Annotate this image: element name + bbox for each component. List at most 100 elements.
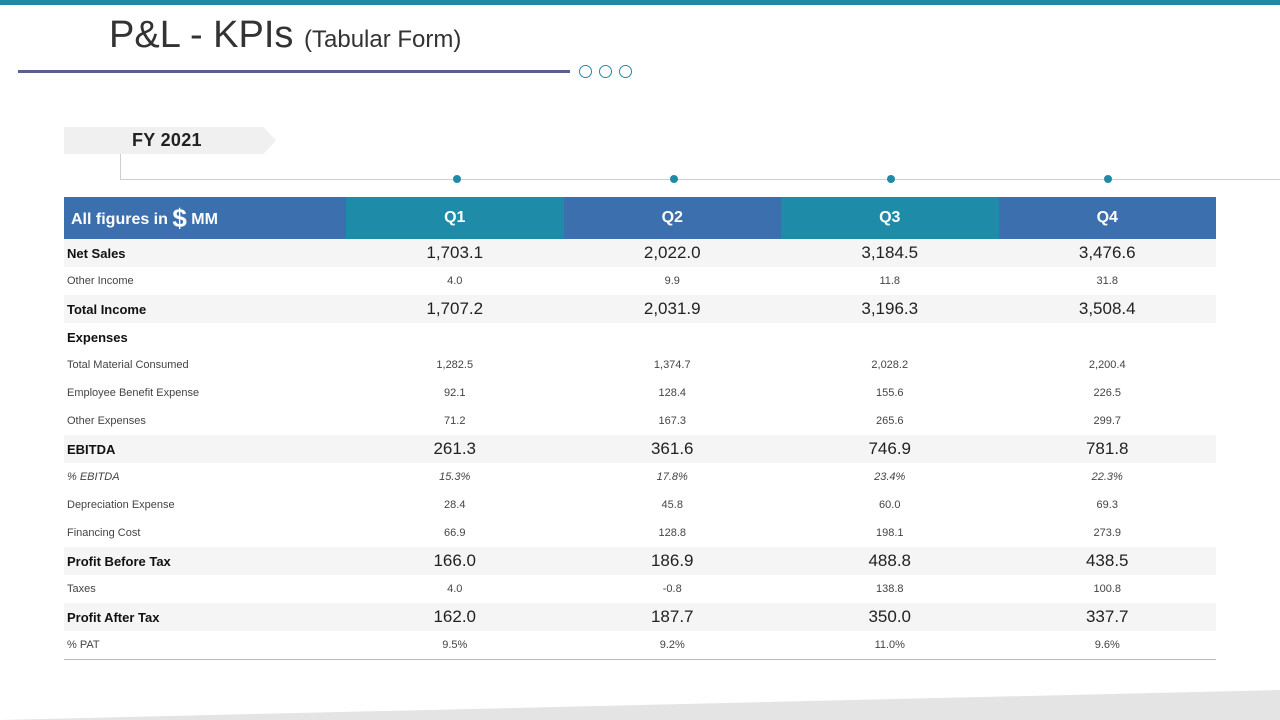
table-row: Other Income 4.0 9.9 11.8 31.8 [64,267,1216,295]
value-cell-q1: 1,703.1 [346,239,564,267]
value-cell-q3: 265.6 [875,415,904,427]
header-q3: Q3 [781,197,999,239]
header-q2: Q2 [563,197,781,239]
value-cell-q3: 155.6 [875,387,904,399]
row-label: EBITDA [64,435,346,463]
fiscal-year-tag [64,127,276,154]
value-cell-q2 [564,323,782,351]
pl-kpi-table: All figures in $ MM Q1 Q2 Q3 Q4 Net Sale… [64,197,1216,660]
value-cell-q1: 4.0 [447,583,463,595]
header-label-suffix: MM [186,210,218,228]
table-row: Net Sales 1,703.1 2,022.0 3,184.5 3,476.6 [64,239,1216,267]
header-label-prefix: All figures in [71,210,173,228]
value-cell-q2: 9.2% [563,631,781,660]
value-cell-q3: 746.9 [781,435,999,463]
value-cell-q4: 22.3% [1091,471,1123,483]
row-label: Profit After Tax [64,603,346,631]
value-cell-q2: 128.4 [658,387,687,399]
row-label: % PAT [64,631,346,660]
table-row: Employee Benefit Expense 92.1 128.4 155.6 22… [64,379,1216,407]
value-cell-q4: 3,508.4 [998,295,1216,323]
row-label: % EBITDA [67,471,120,483]
table-row: Taxes 4.0 -0.8 138.8 100.8 [64,575,1216,603]
table-row: Financing Cost 66.9 128.8 198.1 273.9 [64,519,1216,547]
value-cell-q1: 71.2 [444,415,466,427]
title-main: P&L - KPIs [109,14,294,56]
table-row: Expenses [64,323,1216,351]
table-row: Profit After Tax 162.0 187.7 350.0 337.7 [64,603,1216,631]
row-label: Total Income [64,295,346,323]
row-label: Other Income [67,275,134,287]
header-q4: Q4 [998,197,1216,239]
value-cell-q1: 162.0 [346,603,564,631]
table-body: Net Sales 1,703.1 2,022.0 3,184.5 3,476.6 Oth… [64,239,1216,660]
table-row: Profit Before Tax 166.0 186.9 488.8 438.5 [64,547,1216,575]
value-cell-q3: 138.8 [875,583,904,595]
value-cell-q1: 92.1 [444,387,466,399]
row-label: Profit Before Tax [64,547,346,575]
value-cell-q2: 361.6 [563,435,781,463]
timeline-dot-q4 [1104,175,1112,183]
title-subtitle: (Tabular Form) [304,26,462,53]
value-cell-q4: 226.5 [1093,387,1122,399]
row-label: Net Sales [64,239,346,267]
circle-icon [619,65,632,78]
title-underline [18,70,570,73]
fiscal-year-label: FY 2021 [132,130,202,150]
row-label: Other Expenses [67,415,146,427]
dollar-sign: $ [172,202,187,233]
header-q1: Q1 [346,197,564,239]
circle-icon [579,65,592,78]
value-cell-q1: 28.4 [444,499,466,511]
value-cell-q3: 3,196.3 [781,295,999,323]
value-cell-q1: 15.3% [439,471,471,483]
row-label: Employee Benefit Expense [67,387,200,399]
bottom-decorative-band [0,690,1280,720]
value-cell-q2: 45.8 [661,499,683,511]
value-cell-q4: 438.5 [998,547,1216,575]
value-cell-q2: 187.7 [563,603,781,631]
row-label: Financing Cost [67,527,141,539]
timeline-dot-q2 [670,175,678,183]
timeline-dot-q1 [453,175,461,183]
value-cell-q2: 128.8 [658,527,687,539]
value-cell-q3: 198.1 [875,527,904,539]
value-cell-q3: 350.0 [781,603,999,631]
table-row: Total Income 1,707.2 2,031.9 3,196.3 3,508.4 [64,295,1216,323]
value-cell-q1: 261.3 [346,435,564,463]
value-cell-q4: 100.8 [1093,583,1122,595]
value-cell-q3: 488.8 [781,547,999,575]
value-cell-q2: 1,374.7 [653,359,691,371]
value-cell-q1: 9.5% [346,631,564,660]
value-cell-q4: 273.9 [1093,527,1122,539]
value-cell-q4: 299.7 [1093,415,1122,427]
value-cell-q3: 2,028.2 [871,359,909,371]
value-cell-q2: 2,022.0 [563,239,781,267]
table-row: Other Expenses 71.2 167.3 265.6 299.7 [64,407,1216,435]
value-cell-q3: 11.0% [781,631,999,660]
value-cell-q1 [346,323,564,351]
value-cell-q2: -0.8 [662,583,682,595]
table-row: Depreciation Expense 28.4 45.8 60.0 69.3 [64,491,1216,519]
value-cell-q3: 60.0 [879,499,901,511]
decorative-dots [579,65,632,78]
top-accent-bar [0,0,1280,5]
value-cell-q2: 167.3 [658,415,687,427]
value-cell-q4: 3,476.6 [998,239,1216,267]
table-header-row: All figures in $ MM Q1 Q2 Q3 Q4 [64,197,1216,239]
value-cell-q4 [999,323,1217,351]
timeline-dot-q3 [887,175,895,183]
row-label: Expenses [67,329,128,345]
table-row: % PAT 9.5% 9.2% 11.0% 9.6% [64,631,1216,660]
value-cell-q4: 9.6% [998,631,1216,660]
value-cell-q4: 69.3 [1096,499,1118,511]
value-cell-q1: 66.9 [444,527,466,539]
value-cell-q4: 31.8 [1096,275,1118,287]
value-cell-q2: 2,031.9 [563,295,781,323]
row-label: Depreciation Expense [67,499,175,511]
value-cell-q1: 4.0 [447,275,463,287]
row-label: Total Material Consumed [67,359,189,371]
value-cell-q1: 166.0 [346,547,564,575]
timeline-line [120,179,1280,180]
value-cell-q3: 23.4% [874,471,906,483]
